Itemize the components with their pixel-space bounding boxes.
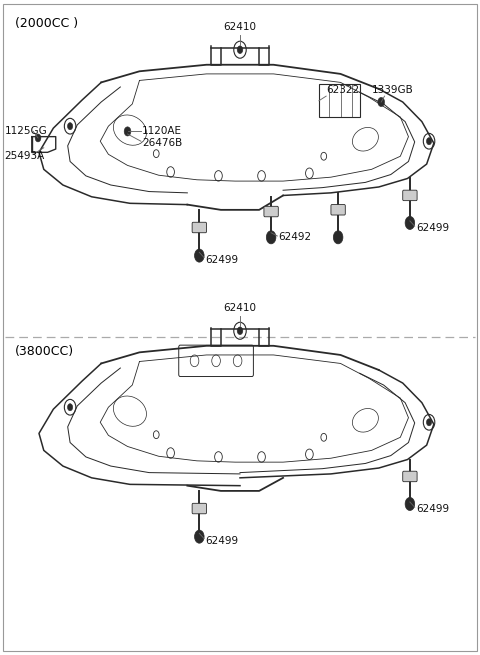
Text: 62499: 62499 [205, 255, 239, 265]
Text: 25493A: 25493A [4, 151, 45, 161]
Text: (3800CC): (3800CC) [15, 345, 74, 358]
Text: 62499: 62499 [416, 504, 449, 514]
Text: 1339GB: 1339GB [372, 84, 413, 95]
Circle shape [426, 138, 432, 145]
Circle shape [68, 122, 72, 130]
Circle shape [266, 231, 276, 244]
FancyBboxPatch shape [192, 222, 206, 233]
FancyBboxPatch shape [331, 204, 345, 215]
Circle shape [405, 497, 415, 510]
Circle shape [333, 231, 343, 244]
Circle shape [194, 530, 204, 543]
FancyBboxPatch shape [264, 206, 278, 217]
Text: 62410: 62410 [224, 22, 256, 32]
Text: 1120AE: 1120AE [142, 126, 182, 136]
FancyBboxPatch shape [403, 190, 417, 200]
Text: 62492: 62492 [278, 233, 312, 242]
Circle shape [68, 403, 72, 411]
Bar [319, 84, 360, 117]
FancyBboxPatch shape [192, 503, 206, 514]
Text: 62499: 62499 [205, 536, 239, 546]
Circle shape [194, 249, 204, 262]
Circle shape [35, 134, 41, 142]
Circle shape [124, 127, 131, 136]
Text: 62499: 62499 [416, 223, 449, 233]
Circle shape [426, 419, 432, 426]
Circle shape [237, 46, 243, 54]
Circle shape [405, 216, 415, 229]
Text: 1125GG: 1125GG [4, 126, 47, 136]
Text: (2000CC ): (2000CC ) [15, 17, 78, 30]
Text: 26476B: 26476B [142, 138, 182, 148]
Text: 62322: 62322 [326, 84, 359, 95]
Text: 62410: 62410 [224, 303, 256, 313]
FancyBboxPatch shape [403, 471, 417, 481]
Circle shape [237, 327, 243, 335]
Circle shape [378, 98, 384, 107]
